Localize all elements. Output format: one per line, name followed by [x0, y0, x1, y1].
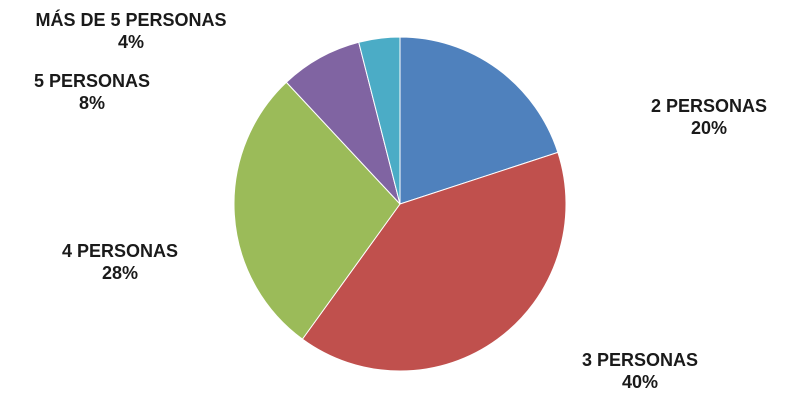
- slice-label-percent: 4%: [117, 32, 145, 52]
- slice-label-name: MÁS DE 5 PERSONAS: [35, 10, 227, 30]
- slice-label-name: 2 PERSONAS: [650, 96, 768, 116]
- slice-label-mas-de-5-personas: MÁS DE 5 PERSONAS 4%: [35, 9, 226, 53]
- slice-label-3-personas: 3 PERSONAS 40%: [582, 349, 698, 393]
- pie-slice-2: [301, 151, 567, 372]
- slice-label-2-personas: 2 PERSONAS 20%: [651, 95, 767, 139]
- slice-label-percent: 28%: [101, 263, 139, 283]
- slice-label-percent: 8%: [78, 93, 106, 113]
- slice-label-name: 4 PERSONAS: [61, 241, 179, 261]
- slice-label-name: 3 PERSONAS: [581, 350, 699, 370]
- slice-label-percent: 20%: [690, 118, 728, 138]
- slice-label-name: 5 PERSONAS: [33, 71, 151, 91]
- slice-label-5-personas: 5 PERSONAS 8%: [34, 70, 150, 114]
- slice-label-percent: 40%: [621, 372, 659, 392]
- pie-slices: [233, 36, 567, 372]
- pie-slice-1: [399, 36, 559, 205]
- slice-label-4-personas: 4 PERSONAS 28%: [62, 240, 178, 284]
- pie-slice-3: [233, 81, 401, 340]
- pie-slice-5: [358, 36, 401, 205]
